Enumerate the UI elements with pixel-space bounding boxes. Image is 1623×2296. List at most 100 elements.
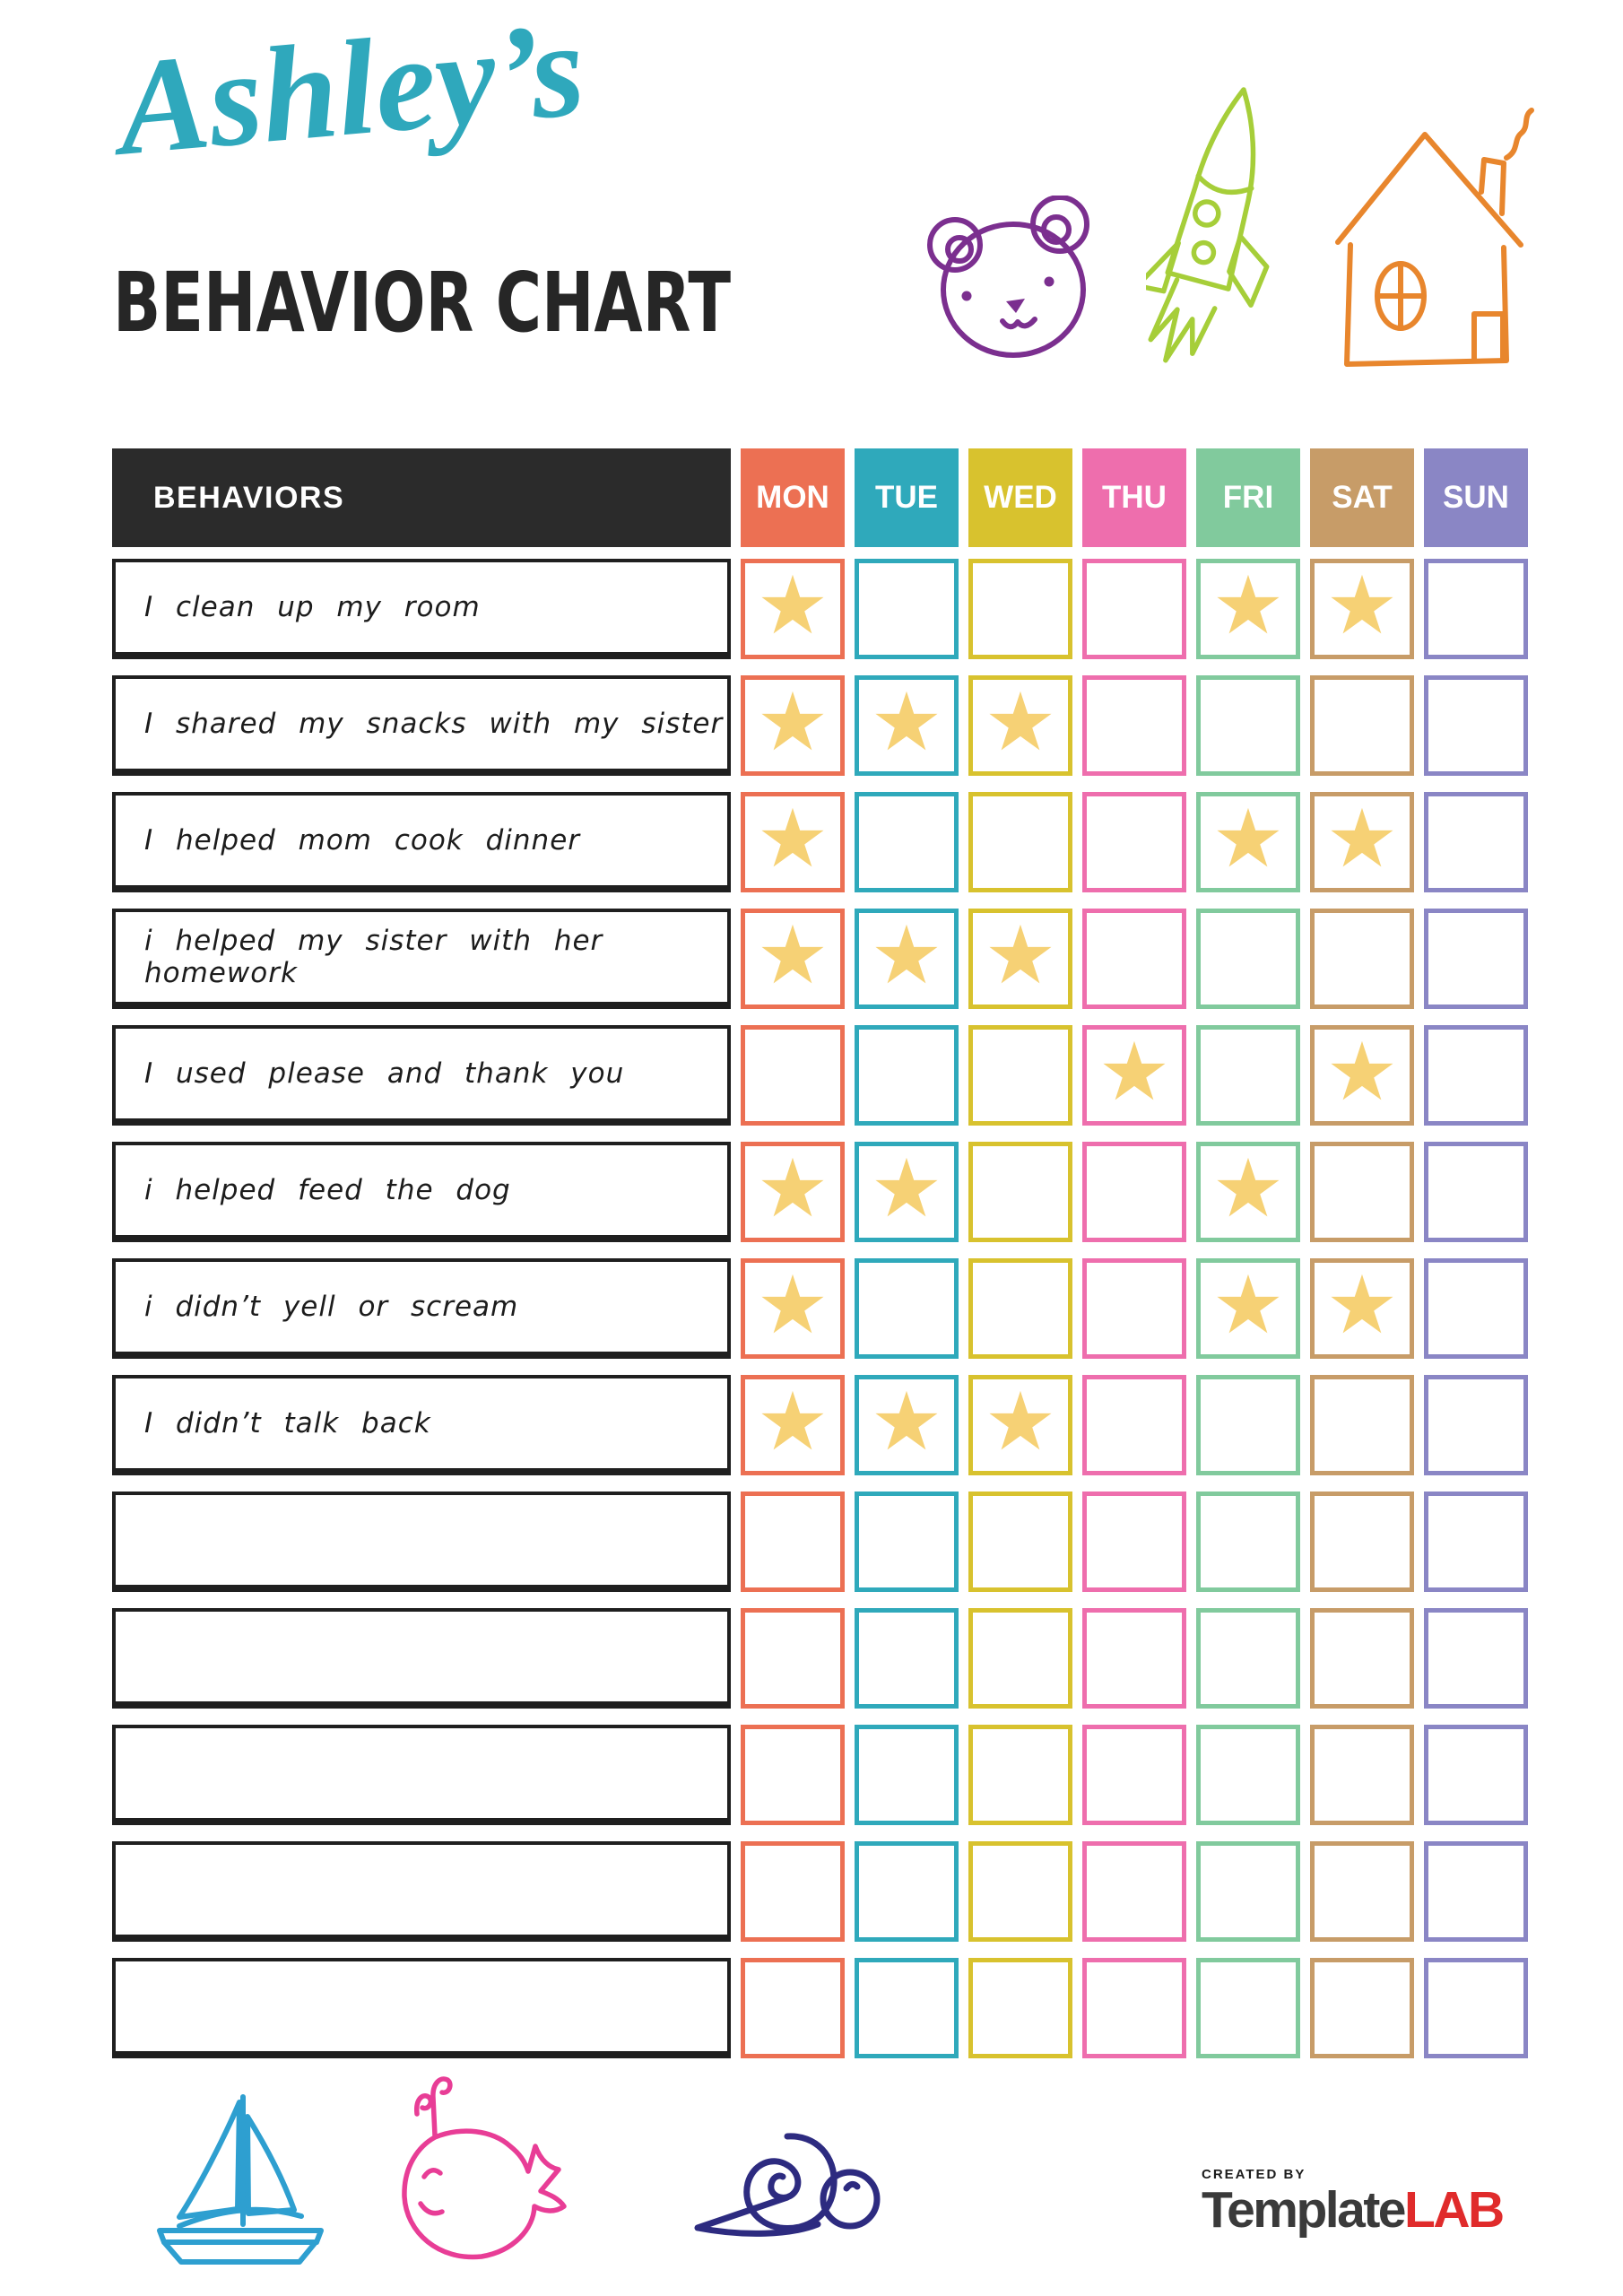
day-cell-fri[interactable]: ★ <box>1196 1142 1300 1242</box>
day-cell-thu[interactable] <box>1082 1725 1186 1825</box>
day-cell-sun[interactable] <box>1424 1375 1528 1475</box>
day-cell-thu[interactable] <box>1082 1608 1186 1709</box>
behavior-label[interactable]: I helped mom cook dinner <box>112 792 731 892</box>
day-cell-sat[interactable] <box>1310 1492 1414 1592</box>
day-cell-fri[interactable]: ★ <box>1196 1258 1300 1359</box>
behavior-label[interactable]: I clean up my room <box>112 559 731 659</box>
day-cell-thu[interactable] <box>1082 1841 1186 1942</box>
day-cell-wed[interactable]: ★ <box>968 675 1072 776</box>
day-cell-sun[interactable] <box>1424 1258 1528 1359</box>
day-cell-thu[interactable] <box>1082 1142 1186 1242</box>
behavior-label[interactable]: I shared my snacks with my sister <box>112 675 731 776</box>
behavior-label[interactable] <box>112 1608 731 1709</box>
day-cell-sat[interactable]: ★ <box>1310 1025 1414 1126</box>
day-cell-fri[interactable] <box>1196 909 1300 1009</box>
day-cell-sun[interactable] <box>1424 559 1528 659</box>
day-cell-fri[interactable] <box>1196 1492 1300 1592</box>
day-cell-fri[interactable] <box>1196 1375 1300 1475</box>
day-cell-mon[interactable]: ★ <box>741 559 845 659</box>
day-cell-mon[interactable] <box>741 1841 845 1942</box>
day-cell-mon[interactable] <box>741 1025 845 1126</box>
day-cell-sat[interactable]: ★ <box>1310 559 1414 659</box>
behavior-label[interactable]: I used please and thank you <box>112 1025 731 1126</box>
day-cell-tue[interactable] <box>855 1258 959 1359</box>
day-cell-tue[interactable] <box>855 1608 959 1709</box>
day-cell-sat[interactable] <box>1310 1725 1414 1825</box>
day-cell-wed[interactable] <box>968 792 1072 892</box>
day-cell-sat[interactable]: ★ <box>1310 1258 1414 1359</box>
day-cell-sun[interactable] <box>1424 1958 1528 2058</box>
day-cell-thu[interactable]: ★ <box>1082 1025 1186 1126</box>
day-cell-thu[interactable] <box>1082 1375 1186 1475</box>
day-cell-sat[interactable] <box>1310 909 1414 1009</box>
behavior-label[interactable]: i didn’t yell or scream <box>112 1258 731 1359</box>
day-cell-fri[interactable] <box>1196 1025 1300 1126</box>
day-cell-mon[interactable]: ★ <box>741 1375 845 1475</box>
day-cell-sun[interactable] <box>1424 1608 1528 1709</box>
day-cell-fri[interactable] <box>1196 1725 1300 1825</box>
day-cell-sun[interactable] <box>1424 675 1528 776</box>
day-cell-sun[interactable] <box>1424 1142 1528 1242</box>
day-cell-wed[interactable] <box>968 1025 1072 1126</box>
behavior-label[interactable]: i helped my sister with her homework <box>112 909 731 1009</box>
day-cell-thu[interactable] <box>1082 1492 1186 1592</box>
day-cell-sat[interactable]: ★ <box>1310 792 1414 892</box>
day-cell-sat[interactable] <box>1310 1608 1414 1709</box>
day-cell-thu[interactable] <box>1082 909 1186 1009</box>
day-cell-wed[interactable] <box>968 1142 1072 1242</box>
day-cell-sun[interactable] <box>1424 1725 1528 1825</box>
day-cell-wed[interactable] <box>968 559 1072 659</box>
day-cell-mon[interactable]: ★ <box>741 792 845 892</box>
day-cell-sun[interactable] <box>1424 1492 1528 1592</box>
day-cell-wed[interactable] <box>968 1608 1072 1709</box>
day-cell-mon[interactable] <box>741 1958 845 2058</box>
day-cell-sun[interactable] <box>1424 792 1528 892</box>
day-cell-tue[interactable] <box>855 1492 959 1592</box>
day-cell-tue[interactable]: ★ <box>855 909 959 1009</box>
day-cell-fri[interactable]: ★ <box>1196 559 1300 659</box>
day-cell-tue[interactable] <box>855 1958 959 2058</box>
day-cell-wed[interactable] <box>968 1725 1072 1825</box>
day-cell-fri[interactable] <box>1196 675 1300 776</box>
day-cell-thu[interactable] <box>1082 792 1186 892</box>
behavior-label[interactable] <box>112 1492 731 1592</box>
day-cell-tue[interactable] <box>855 1725 959 1825</box>
day-cell-sat[interactable] <box>1310 1142 1414 1242</box>
behavior-label[interactable] <box>112 1725 731 1825</box>
day-cell-thu[interactable] <box>1082 675 1186 776</box>
day-cell-tue[interactable]: ★ <box>855 1375 959 1475</box>
day-cell-wed[interactable]: ★ <box>968 909 1072 1009</box>
day-cell-tue[interactable]: ★ <box>855 1142 959 1242</box>
day-cell-sun[interactable] <box>1424 909 1528 1009</box>
day-cell-sun[interactable] <box>1424 1025 1528 1126</box>
day-cell-mon[interactable]: ★ <box>741 909 845 1009</box>
day-cell-mon[interactable]: ★ <box>741 1258 845 1359</box>
day-cell-sat[interactable] <box>1310 1375 1414 1475</box>
day-cell-mon[interactable] <box>741 1608 845 1709</box>
day-cell-mon[interactable]: ★ <box>741 675 845 776</box>
day-cell-sun[interactable] <box>1424 1841 1528 1942</box>
day-cell-sat[interactable] <box>1310 675 1414 776</box>
day-cell-tue[interactable] <box>855 1841 959 1942</box>
day-cell-wed[interactable] <box>968 1841 1072 1942</box>
day-cell-wed[interactable] <box>968 1492 1072 1592</box>
day-cell-thu[interactable] <box>1082 559 1186 659</box>
day-cell-wed[interactable]: ★ <box>968 1375 1072 1475</box>
day-cell-tue[interactable] <box>855 1025 959 1126</box>
day-cell-fri[interactable] <box>1196 1958 1300 2058</box>
day-cell-tue[interactable] <box>855 792 959 892</box>
day-cell-wed[interactable] <box>968 1258 1072 1359</box>
behavior-label[interactable]: I didn’t talk back <box>112 1375 731 1475</box>
behavior-label[interactable] <box>112 1841 731 1942</box>
day-cell-mon[interactable] <box>741 1492 845 1592</box>
day-cell-thu[interactable] <box>1082 1258 1186 1359</box>
behavior-label[interactable]: i helped feed the dog <box>112 1142 731 1242</box>
day-cell-fri[interactable] <box>1196 1841 1300 1942</box>
day-cell-mon[interactable]: ★ <box>741 1142 845 1242</box>
day-cell-sat[interactable] <box>1310 1958 1414 2058</box>
day-cell-thu[interactable] <box>1082 1958 1186 2058</box>
behavior-label[interactable] <box>112 1958 731 2058</box>
day-cell-wed[interactable] <box>968 1958 1072 2058</box>
day-cell-fri[interactable] <box>1196 1608 1300 1709</box>
day-cell-sat[interactable] <box>1310 1841 1414 1942</box>
